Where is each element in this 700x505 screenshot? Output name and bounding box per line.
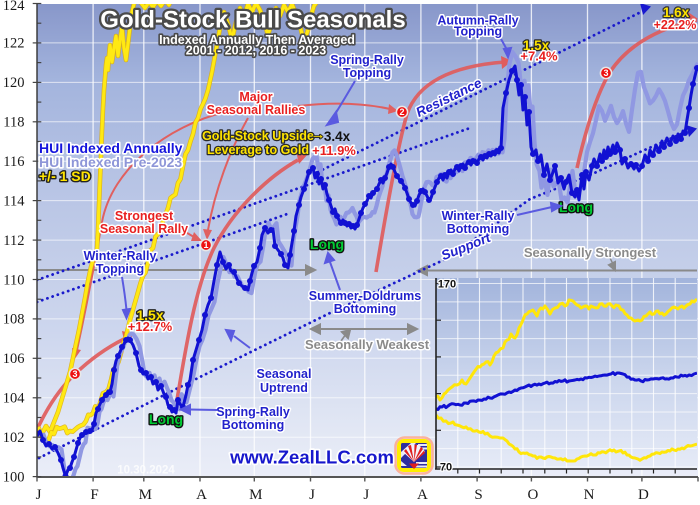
svg-text:F: F (90, 487, 98, 500)
svg-text:Topping: Topping (96, 262, 144, 276)
svg-text:+7.4%: +7.4% (520, 49, 558, 64)
svg-text:112: 112 (3, 233, 24, 249)
svg-text:Major: Major (239, 90, 272, 104)
svg-text:122: 122 (3, 36, 25, 52)
svg-text:102: 102 (3, 430, 25, 446)
svg-text:3: 3 (603, 68, 608, 78)
svg-text:118: 118 (3, 115, 24, 131)
svg-text:Bottoming: Bottoming (447, 222, 509, 236)
svg-text:Long: Long (310, 236, 344, 252)
svg-text:Winter-Rally: Winter-Rally (442, 209, 515, 223)
svg-text:Strongest: Strongest (115, 209, 174, 223)
svg-text:Long: Long (149, 411, 183, 427)
svg-text:124: 124 (3, 0, 26, 14)
svg-text:Long: Long (559, 199, 593, 215)
svg-text:N: N (584, 487, 595, 500)
svg-text:Spring-Rally: Spring-Rally (216, 405, 290, 419)
svg-text:HUI Indexed Pre-2023: HUI Indexed Pre-2023 (39, 154, 182, 170)
svg-text:+/- 1 SD: +/- 1 SD (39, 168, 91, 184)
svg-text:+11.9%: +11.9% (312, 143, 356, 158)
svg-text:Leverage to Gold: Leverage to Gold (207, 143, 309, 157)
svg-text:Seasonally Strongest: Seasonally Strongest (524, 245, 657, 260)
svg-text:Winter-Rally: Winter-Rally (84, 249, 157, 263)
svg-text:+22.2%: +22.2% (654, 18, 697, 32)
svg-text:D: D (638, 487, 649, 500)
svg-text:104: 104 (3, 391, 26, 407)
svg-text:→: → (311, 126, 326, 143)
svg-text:O: O (527, 487, 538, 500)
svg-text:3.4x: 3.4x (324, 129, 351, 144)
svg-text:10.30.2024: 10.30.2024 (117, 465, 175, 477)
svg-text:1.6x: 1.6x (663, 5, 690, 20)
svg-text:Autumn-Rally: Autumn-Rally (437, 14, 518, 28)
svg-text:M: M (139, 487, 152, 500)
svg-text:Spring-Rally: Spring-Rally (330, 53, 404, 67)
svg-text:Uptrend: Uptrend (260, 381, 308, 395)
svg-text:Bottoming: Bottoming (222, 418, 284, 432)
svg-text:116: 116 (3, 154, 24, 170)
svg-text:2: 2 (399, 107, 404, 117)
svg-text:Bottoming: Bottoming (334, 302, 396, 316)
svg-text:Seasonal Rally: Seasonal Rally (100, 222, 188, 236)
svg-text:www.ZealLLC.com: www.ZealLLC.com (229, 447, 394, 468)
svg-text:A: A (417, 487, 428, 500)
svg-text:114: 114 (3, 193, 25, 209)
svg-text:120: 120 (3, 75, 25, 91)
svg-text:Seasonally Weakest: Seasonally Weakest (305, 337, 430, 352)
svg-text:+12.7%: +12.7% (128, 319, 173, 334)
svg-text:3: 3 (72, 369, 77, 379)
svg-text:J: J (309, 487, 315, 500)
svg-text:1.5x: 1.5x (136, 307, 163, 323)
svg-text:2001 - 2012, 2016 - 2023: 2001 - 2012, 2016 - 2023 (186, 44, 326, 58)
svg-text:110: 110 (3, 272, 24, 288)
svg-text:170: 170 (438, 279, 456, 291)
svg-text:Gold-Stock Upside: Gold-Stock Upside (202, 129, 314, 143)
svg-text:HUI Indexed Annually: HUI Indexed Annually (39, 140, 183, 156)
svg-text:Indexed Annually Then Averaged: Indexed Annually Then Averaged (159, 33, 355, 47)
svg-text:108: 108 (3, 312, 25, 328)
svg-text:J: J (363, 487, 369, 500)
svg-text:M: M (249, 487, 262, 500)
svg-text:A: A (196, 487, 207, 500)
svg-text:1: 1 (203, 240, 208, 250)
svg-text:70: 70 (440, 462, 452, 474)
svg-text:Seasonal Rallies: Seasonal Rallies (207, 103, 306, 117)
svg-text:Seasonal: Seasonal (257, 367, 312, 381)
svg-text:Summer-Doldrums: Summer-Doldrums (309, 289, 422, 303)
svg-text:100: 100 (3, 469, 25, 485)
svg-text:Topping: Topping (454, 25, 502, 39)
svg-text:J: J (36, 487, 42, 500)
svg-text:Gold-Stock Bull Seasonals: Gold-Stock Bull Seasonals (100, 7, 405, 34)
svg-text:1.5x: 1.5x (523, 38, 550, 53)
svg-text:Topping: Topping (343, 66, 391, 80)
svg-text:S: S (474, 487, 482, 500)
svg-text:106: 106 (3, 351, 25, 367)
